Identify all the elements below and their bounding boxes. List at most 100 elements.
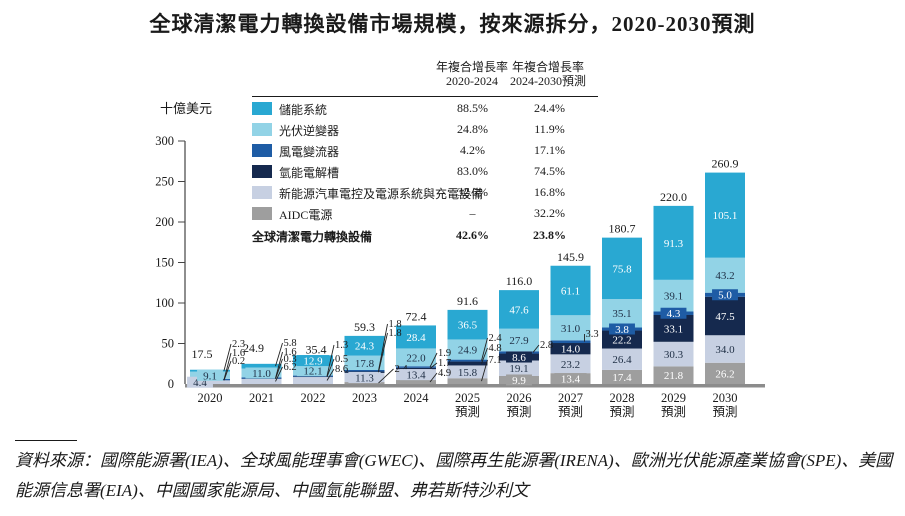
- label-pill: [245, 367, 278, 379]
- x-axis-year-label: 2021: [249, 391, 274, 405]
- callout-line: [275, 351, 283, 379]
- callout-value-label: 1.3: [335, 340, 348, 351]
- segment-value-label: 61.1: [561, 285, 580, 297]
- callout-value-label: 2.8: [540, 340, 553, 351]
- segment-value-label: 91.3: [664, 238, 684, 250]
- callout-line: [326, 344, 335, 377]
- segment-value-label: 47.5: [715, 311, 735, 323]
- x-axis-year-label: 2023: [352, 391, 377, 405]
- bar-total-label: 35.4: [306, 342, 327, 356]
- y-axis-unit-label: 十億美元: [160, 101, 213, 116]
- segment-value-label: 24.9: [458, 345, 478, 357]
- callout-line: [378, 323, 388, 371]
- callout-line: [378, 332, 388, 373]
- segment-value-label: 3.8: [615, 324, 629, 336]
- bar-total-label: 72.4: [406, 309, 427, 323]
- bar-segment-storage: [499, 290, 539, 329]
- bar-segment-hydrogen: [550, 343, 591, 355]
- bar-segment-storage: [344, 335, 385, 356]
- callout-value-label: 1.6: [284, 347, 297, 358]
- cagr-value: 24.4%: [534, 101, 565, 115]
- cagr-header1-line1: 年複合增長率: [435, 60, 508, 74]
- chart-title: 全球清潔電力轉換設備市場規模，按來源拆分，2020-2030預測: [149, 12, 756, 36]
- legend-row-ev: 新能源汽車電控及電源系統與充電設備 32.5% 16.8%: [252, 184, 602, 205]
- bar-segment-ev: [293, 377, 333, 384]
- bar-segment-pv: [550, 315, 591, 341]
- callout-line: [275, 358, 283, 380]
- bar-segment-aidc: [705, 362, 745, 384]
- label-pill: [348, 371, 381, 383]
- cagr-value: 32.5%: [457, 185, 488, 199]
- x-axis-year-label: 2025: [455, 391, 480, 405]
- bar-segment-ev: [447, 365, 488, 379]
- legend-label: AIDC電源: [279, 208, 333, 222]
- bar-segment-pv: [396, 348, 436, 367]
- legend-row-pv: 光伏逆變器 24.8% 11.9%: [252, 121, 602, 142]
- legend-row-aidc: AIDC電源 – 32.2%: [252, 205, 602, 226]
- bar-segment-aidc: [653, 366, 694, 384]
- cagr-value: 11.9%: [534, 122, 565, 136]
- bar-segment-storage: [550, 265, 591, 316]
- callout-value-label: 2.3: [232, 339, 245, 350]
- bar-total-label: 116.0: [506, 274, 533, 288]
- chart-svg: 0501001502002503004.49.12.31.60.217.5202…: [155, 134, 765, 419]
- bar-segment-ev: [653, 341, 694, 367]
- bar-total-label: 17.5: [192, 347, 213, 361]
- callout-line: [429, 352, 438, 368]
- callout-value-label: 1.9: [438, 348, 451, 359]
- segment-value-label: 43.2: [715, 270, 734, 282]
- y-tick-label: 250: [155, 175, 174, 189]
- bar-segment-storage: [602, 237, 642, 300]
- cagr-value: 32.2%: [534, 206, 565, 220]
- legend-label: 新能源汽車電控及電源系統與充電設備: [279, 187, 484, 201]
- segment-value-label: 22.2: [612, 335, 631, 347]
- label-pill: [296, 355, 330, 367]
- callout-value-label: 4.8: [489, 343, 502, 354]
- segment-value-label: 34.0: [715, 344, 735, 356]
- bar-total-label: 220.0: [660, 190, 687, 204]
- label-pill: [506, 374, 532, 386]
- x-axis-forecast-label: 預測: [609, 405, 634, 419]
- x-axis-year-label: 2027: [558, 391, 583, 405]
- legend-label: 氫能電解槽: [279, 166, 340, 180]
- segment-value-label: 23.2: [561, 359, 580, 371]
- callout-value-label: 2.4: [489, 333, 503, 344]
- legend-row-hydrogen: 氫能電解槽 83.0% 74.5%: [252, 163, 602, 184]
- bar-segment-pv: [499, 328, 539, 352]
- bar-segment-storage: [653, 205, 694, 280]
- callout-value-label: 1.8: [389, 319, 402, 330]
- footnote-rule: [15, 440, 77, 441]
- segment-value-label: 47.6: [509, 304, 529, 316]
- x-axis-forecast-label: 預測: [558, 405, 583, 419]
- bar-segment-wind: [550, 340, 591, 344]
- segment-value-label: 21.8: [664, 370, 684, 382]
- bar-segment-ev: [602, 348, 642, 370]
- segment-value-label: 17.8: [355, 358, 375, 370]
- legend-label: 光伏逆變器: [279, 124, 340, 138]
- bar-segment-hydrogen: [447, 361, 488, 366]
- bar-total-label: 260.9: [712, 157, 739, 171]
- cagr-value: 24.8%: [457, 122, 488, 136]
- callout-value-label: 8.6: [335, 364, 348, 375]
- segment-value-label: 75.8: [612, 263, 632, 275]
- bar-segment-hydrogen: [396, 367, 436, 370]
- x-axis-year-label: 2022: [301, 391, 326, 405]
- y-tick-label: 200: [155, 215, 174, 229]
- bar-segment-pv: [653, 279, 694, 312]
- segment-value-label: 19.1: [509, 363, 528, 375]
- bar-segment-storage: [396, 325, 436, 349]
- y-tick-label: 50: [162, 337, 175, 351]
- legend-label: 儲能系統: [279, 103, 328, 117]
- x-axis-forecast-label: 預測: [712, 405, 737, 419]
- callout-value-label: 5.8: [284, 338, 297, 349]
- cagr-value: 4.2%: [460, 143, 485, 157]
- segment-value-label: 11.3: [355, 372, 374, 384]
- segment-value-label: 27.9: [509, 335, 529, 347]
- callout-line: [223, 360, 232, 381]
- legend-swatch-wind: [252, 144, 272, 157]
- callout-value-label: 1.8: [389, 328, 402, 339]
- segment-value-label: 5.0: [718, 290, 732, 302]
- segment-value-label: 9.9: [512, 375, 526, 387]
- bar-segment-pv: [705, 257, 745, 293]
